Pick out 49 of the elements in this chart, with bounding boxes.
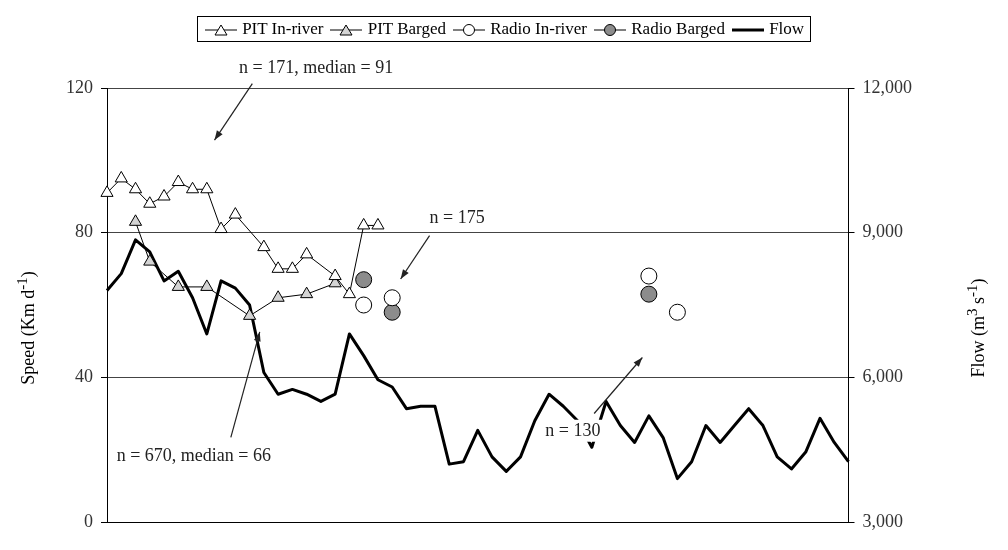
point — [271, 290, 285, 302]
point — [243, 308, 257, 320]
annotation: n = 175 — [429, 206, 485, 227]
legend-label: PIT In-river — [241, 19, 324, 39]
y2-tick-label: 12,000 — [862, 76, 912, 97]
legend-label: Radio Barged — [630, 19, 725, 39]
y2-tick-label: 6,000 — [862, 366, 903, 387]
y-tick-label: 40 — [75, 366, 93, 387]
point — [285, 261, 299, 273]
point — [100, 185, 114, 197]
point — [328, 268, 342, 281]
point — [640, 267, 658, 285]
point — [143, 254, 157, 266]
point — [200, 181, 214, 194]
point — [171, 279, 185, 291]
y-tick-label: 120 — [66, 76, 93, 97]
point — [114, 170, 128, 183]
point — [300, 286, 314, 299]
y-tick-label: 80 — [75, 221, 93, 242]
point — [200, 279, 214, 291]
point — [128, 181, 143, 194]
y2-tick-label: 3,000 — [862, 510, 903, 531]
point — [357, 217, 371, 230]
point — [228, 207, 242, 219]
y2-tick-label: 9,000 — [862, 221, 903, 242]
point — [171, 174, 185, 187]
point — [355, 296, 373, 314]
point — [371, 217, 385, 230]
annotation: n = 670, median = 66 — [116, 444, 271, 465]
point — [271, 261, 285, 273]
point — [186, 181, 200, 194]
text: n = 171, median = 91 — [238, 57, 394, 78]
y-tick-label: 0 — [84, 510, 93, 531]
annotation: n = 130 — [545, 419, 601, 440]
point — [640, 285, 658, 303]
point — [214, 221, 228, 234]
point — [383, 303, 401, 321]
point — [143, 196, 157, 208]
legend-label: Radio In-river — [489, 19, 587, 39]
legend-label: PIT Barged — [366, 19, 446, 39]
point — [383, 289, 401, 307]
point — [342, 286, 356, 299]
legend-label: Flow — [768, 19, 805, 39]
point — [128, 214, 143, 226]
point — [355, 271, 373, 289]
point — [300, 246, 314, 259]
point — [668, 303, 686, 321]
point — [157, 189, 171, 201]
point — [257, 239, 271, 252]
